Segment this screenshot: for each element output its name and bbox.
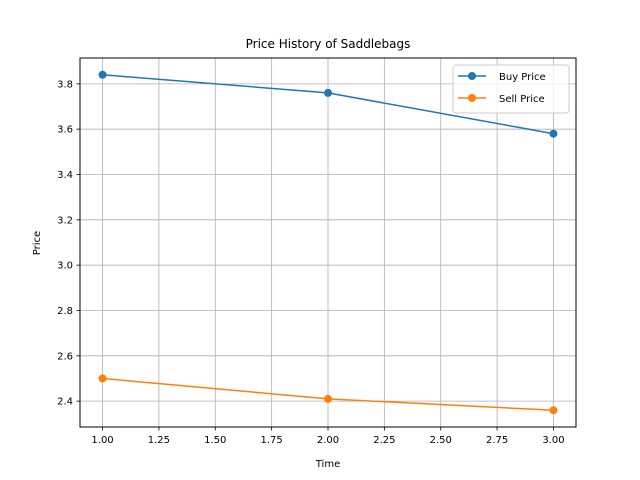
y-tick-label: 2.8 [57, 306, 73, 317]
y-tick-label: 3.4 [57, 170, 73, 181]
legend-swatch-marker [468, 72, 476, 80]
data-point-sell-price [324, 394, 332, 403]
y-axis-label: Price [32, 231, 43, 255]
legend-box [452, 64, 570, 114]
series-buy-price [98, 70, 558, 138]
x-tick-label: 2.25 [373, 435, 395, 446]
legend: Buy Price Sell Price [452, 64, 570, 114]
data-point-buy-price [549, 129, 558, 138]
x-tick-label: 1.50 [204, 435, 226, 446]
x-axis-label: Time [315, 459, 340, 470]
y-tick-label: 3.8 [57, 79, 73, 90]
y-tick-label: 2.4 [57, 397, 73, 408]
chart-title: Price History of Saddlebags [246, 37, 411, 51]
x-tick-label: 2.50 [430, 435, 452, 446]
legend-item-sell-price: Sell Price [458, 94, 545, 105]
series-layer [98, 70, 558, 415]
x-tick-label: 1.75 [261, 435, 283, 446]
y-axis: 2.4 2.6 2.8 3.0 3.2 3.4 3.6 3.8 [57, 79, 80, 408]
y-tick-label: 3.6 [57, 125, 73, 136]
legend-item-buy-price: Buy Price [458, 72, 546, 83]
data-point-buy-price [324, 88, 332, 97]
y-tick-label: 3.0 [57, 261, 73, 272]
series-sell-price [98, 374, 558, 415]
y-tick-label: 2.6 [57, 351, 73, 362]
x-tick-label: 1.00 [91, 435, 113, 446]
x-tick-label: 1.25 [148, 435, 170, 446]
x-tick-label: 2.00 [317, 435, 339, 446]
legend-label: Sell Price [499, 94, 545, 105]
y-tick-label: 3.2 [57, 215, 73, 226]
legend-label: Buy Price [499, 72, 546, 83]
data-point-sell-price [549, 406, 558, 415]
x-tick-label: 3.00 [542, 435, 564, 446]
data-point-sell-price [98, 374, 107, 383]
legend-swatch-marker [468, 94, 476, 102]
data-point-buy-price [98, 70, 107, 79]
x-tick-label: 2.75 [486, 435, 508, 446]
x-axis: 1.00 1.25 1.50 1.75 2.00 2.25 2.50 2.75 3.00 [91, 427, 565, 446]
